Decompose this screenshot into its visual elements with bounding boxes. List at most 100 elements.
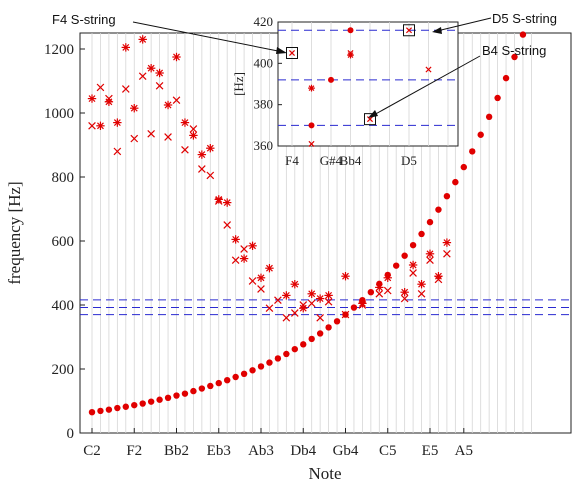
point-dot-1: [97, 407, 104, 415]
point-asterisk-20-stroke-d2: [257, 274, 265, 282]
point-asterisk-24: [290, 280, 299, 289]
point-cross-6: [138, 72, 147, 81]
inset-point-cross-5: [425, 66, 432, 73]
point-dot-21: [266, 359, 273, 366]
point-dot-10-shape: [173, 392, 180, 399]
point-cross-1-stroke-b: [96, 83, 105, 92]
point-dot-28-shape: [325, 324, 332, 331]
point-dot-7-shape: [147, 398, 155, 405]
point-cross-24-stroke-b: [290, 309, 299, 317]
point-asterisk-23-stroke-d2: [282, 291, 290, 299]
point-dot-27: [316, 330, 324, 337]
point-dot-16-shape: [224, 377, 231, 384]
point-dot-51-shape: [519, 31, 527, 38]
point-cross-32-stroke-b: [358, 301, 367, 309]
inset-reference-lines: [278, 29, 458, 126]
point-cross-25-stroke-b: [299, 301, 308, 309]
point-dot-0: [88, 409, 96, 416]
x-tick-label-4: Ab3: [248, 443, 274, 459]
main-data-marks: [87, 31, 527, 416]
annotation-d5-arrow: [436, 17, 492, 32]
inset-point-asterisk-1-stroke-d2: [347, 52, 354, 58]
point-asterisk-30-stroke-d2: [342, 272, 349, 280]
point-asterisk-23: [282, 291, 291, 300]
point-cross-15: [214, 197, 223, 205]
point-dot-43-shape: [452, 178, 459, 186]
point-dot-16: [224, 377, 231, 384]
point-cross-27-stroke-b: [316, 313, 324, 322]
point-asterisk-0: [87, 94, 97, 103]
annotation-f4-arrowhead: [276, 47, 287, 54]
x-tick-label-6: Gb4: [333, 443, 359, 459]
point-cross-25: [299, 301, 308, 309]
point-asterisk-19: [248, 241, 257, 250]
point-cross-4-stroke-b: [121, 85, 130, 93]
point-asterisk-11: [180, 118, 190, 127]
point-dot-26-shape: [308, 335, 315, 343]
point-dot-33-shape: [367, 289, 375, 296]
point-dot-17: [232, 373, 239, 381]
point-dot-45: [469, 148, 476, 155]
point-dot-12-shape: [190, 387, 197, 395]
y-tick-label-0: 0: [67, 426, 75, 442]
point-asterisk-7-stroke-d2: [147, 64, 155, 72]
annotation-b4-arrow: [371, 55, 481, 117]
point-cross-32: [358, 301, 367, 309]
inset-point-dot-0-shape: [308, 122, 315, 129]
point-dot-13-shape: [198, 385, 206, 392]
point-cross-28-stroke-b: [324, 297, 333, 306]
y-axis-label: frequency [Hz]: [5, 181, 24, 284]
point-asterisk-7: [146, 64, 156, 73]
point-cross-9: [164, 133, 172, 141]
point-cross-11-stroke-b: [181, 145, 189, 154]
inset-y-tick-label-1: 380: [254, 97, 274, 112]
point-dot-37: [401, 252, 408, 259]
point-dot-36-shape: [393, 262, 400, 269]
point-asterisk-5: [130, 104, 139, 113]
point-dot-40-shape: [426, 218, 434, 226]
inset-point-dot-0: [308, 122, 315, 129]
point-asterisk-34: [375, 283, 384, 292]
point-dot-20-shape: [257, 363, 265, 370]
point-dot-9-shape: [164, 394, 172, 401]
point-dot-19: [249, 367, 256, 374]
point-dot-45-shape: [469, 148, 476, 155]
inset-highlight-box-d5: [403, 24, 415, 37]
point-dot-38-shape: [409, 241, 417, 249]
inset-x-tick-label-0: F4: [285, 153, 299, 168]
x-tick-label-3: Eb3: [207, 443, 231, 459]
main-reference-lines: [80, 299, 571, 316]
point-dot-31: [350, 304, 358, 311]
point-dot-49-shape: [502, 74, 510, 82]
point-asterisk-30: [341, 272, 350, 281]
point-asterisk-19-stroke-d2: [249, 242, 256, 250]
point-dot-22: [274, 355, 282, 362]
point-asterisk-42-stroke-d2: [443, 239, 451, 247]
point-cross-12-stroke-b: [189, 125, 198, 133]
point-asterisk-8: [155, 68, 164, 78]
point-cross-42-stroke-b: [443, 249, 451, 258]
y-tick-label-1: 200: [52, 362, 75, 378]
point-asterisk-5-stroke-d2: [130, 104, 138, 112]
inset-point-cross-3: [366, 116, 374, 123]
point-asterisk-6: [138, 35, 147, 44]
point-asterisk-21: [265, 264, 274, 273]
point-dot-14-shape: [207, 382, 214, 390]
inset-y-ticks: 360 380 400 420: [254, 14, 282, 153]
inset-x-tick-label-3: D5: [401, 153, 417, 168]
point-cross-11: [181, 145, 189, 154]
point-asterisk-15-stroke-d2: [215, 195, 223, 203]
point-asterisk-39: [417, 280, 426, 289]
point-cross-19-stroke-b: [248, 277, 257, 285]
point-dot-42: [443, 193, 451, 200]
point-cross-30-stroke-b: [341, 310, 350, 319]
point-dot-38: [409, 241, 417, 249]
point-cross-39: [417, 289, 426, 298]
point-dot-48-shape: [494, 94, 501, 102]
point-dot-8-shape: [156, 396, 163, 403]
inset-plot-area: [277, 21, 459, 147]
point-asterisk-16: [223, 198, 232, 207]
point-cross-2: [105, 94, 113, 103]
inset-point-cross-2: [347, 49, 354, 57]
